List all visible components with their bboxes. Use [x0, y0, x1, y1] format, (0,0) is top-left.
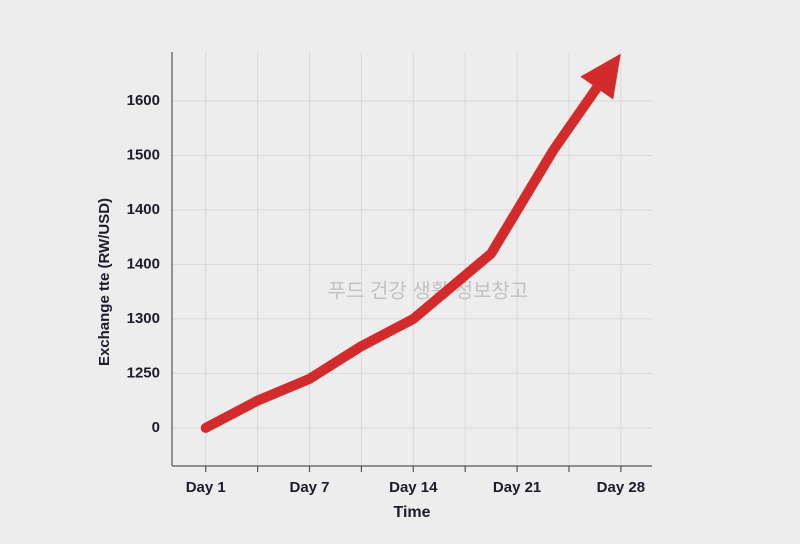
y-tick-label: 1250 [127, 364, 160, 381]
x-tick-label: Day 14 [389, 479, 438, 496]
y-axis-title: Exchange tte (RW/USD) [96, 198, 113, 366]
y-tick-label: 1600 [127, 92, 160, 109]
y-tick-label: 1300 [127, 310, 160, 327]
y-tick-label: 0 [152, 419, 160, 436]
y-tick-label: 1400 [127, 201, 160, 218]
watermark: 푸드 건강 생활 정보창고 [328, 279, 529, 302]
x-tick-label: Day 7 [289, 479, 329, 496]
y-tick-label: 1400 [127, 255, 160, 272]
y-tick-label: 1500 [127, 146, 160, 163]
x-tick-label: Day 28 [597, 479, 645, 496]
x-axis-title: Time [393, 504, 430, 521]
x-tick-label: Day 21 [493, 479, 541, 496]
arrow-head [580, 53, 621, 100]
data-line [200, 81, 603, 433]
x-tick-label: Day 1 [186, 479, 226, 496]
